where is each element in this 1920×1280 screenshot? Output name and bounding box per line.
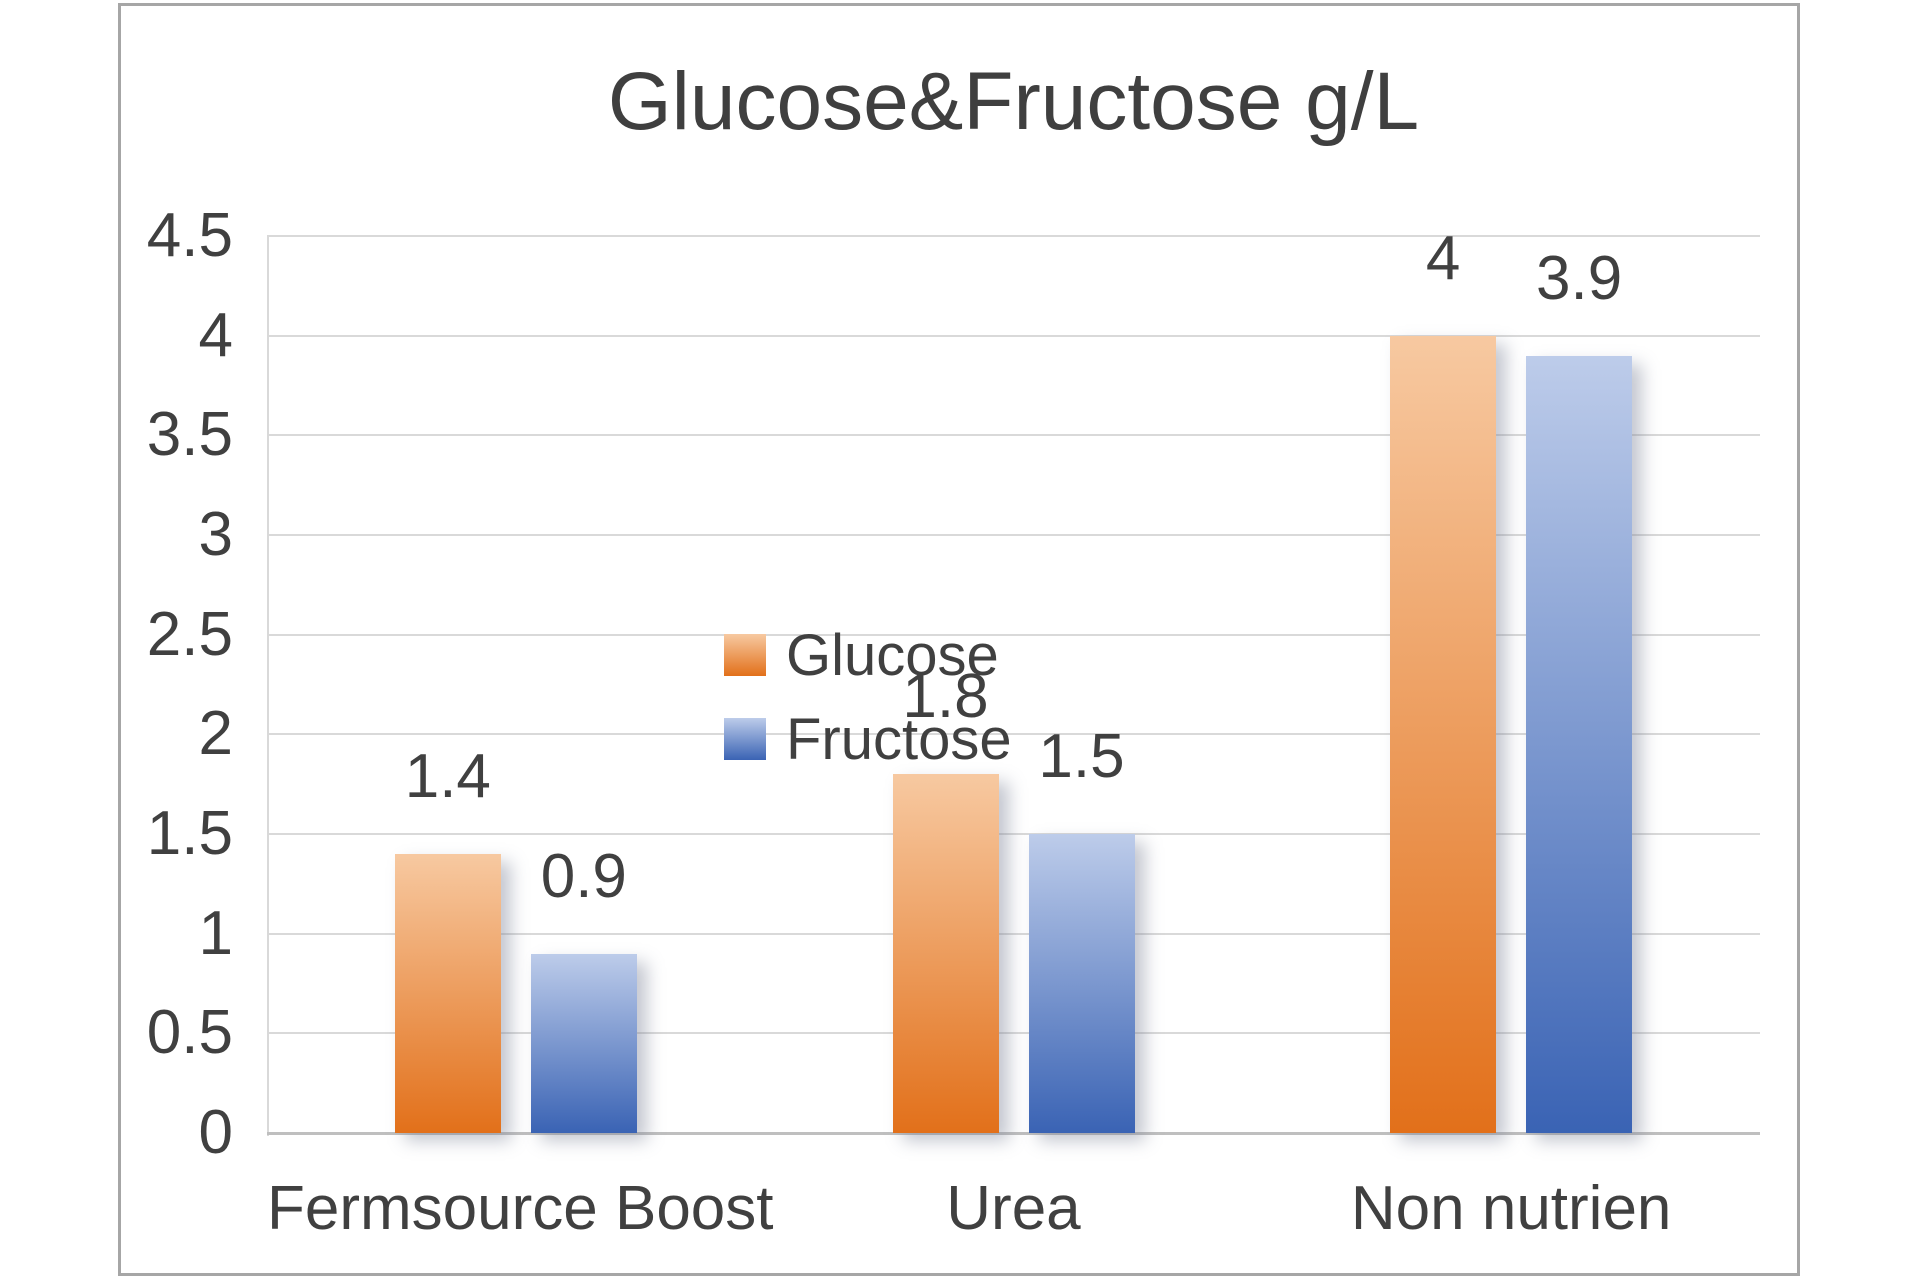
- y-tick-label: 2.5: [146, 599, 233, 669]
- x-axis-baseline: [267, 1132, 1760, 1135]
- y-tick-label: 1.5: [146, 799, 233, 868]
- gridline: [267, 334, 1760, 337]
- y-tick-label: 4.5: [146, 201, 233, 270]
- gridline: [267, 833, 1760, 835]
- legend-label-glucose: Glucose: [786, 622, 999, 688]
- category-label-urea: Urea: [946, 1174, 1081, 1243]
- plot-area: 1.4 0.9 1.8 1.5 4 3.9 Fermsource Boost Urea Non…: [267, 225, 1760, 1243]
- y-tick-label: 0.5: [146, 998, 233, 1068]
- y-tick-label: 2: [198, 699, 233, 769]
- gridline: [267, 235, 1760, 237]
- gridline: [267, 733, 1760, 736]
- y-tick-label: 0: [198, 1098, 233, 1167]
- bar-fructose-fermsource-boost: [530, 953, 637, 1133]
- data-label-glucose-fermsource-boost: 1.4: [404, 741, 491, 811]
- y-tick-label: 3.5: [146, 400, 233, 470]
- chart-title: Glucose&Fructose g/L: [607, 56, 1420, 147]
- y-tick-label: 4: [198, 300, 233, 370]
- gridline: [267, 1032, 1760, 1035]
- legend-item-glucose: Glucose: [724, 613, 1012, 697]
- bar-glucose-fermsource-boost: [394, 853, 501, 1133]
- y-axis: 4.5 4 3.5 3 2.5 2 1.5 1 0.5 0: [121, 201, 233, 1167]
- y-tick-label: 1: [198, 898, 233, 968]
- legend-swatch-fructose: [724, 718, 766, 760]
- data-label-fructose-urea: 1.5: [1038, 722, 1125, 791]
- gridline: [267, 633, 1760, 636]
- category-label-fermsource-boost: Fermsource Boost: [267, 1174, 774, 1243]
- y-tick-label: 3: [198, 500, 233, 569]
- bar-fructose-urea: [1028, 834, 1135, 1133]
- data-label-glucose-non-nutrien: 4: [1425, 223, 1461, 293]
- data-label-fructose-non-nutrien: 3.9: [1536, 243, 1623, 313]
- chart-container: Glucose&Fructose g/L 4.5 4 3.5 3 2.5 2 1.5 1 0.5…: [118, 3, 1800, 1276]
- gridline: [267, 434, 1760, 437]
- gridline: [267, 932, 1760, 935]
- data-label-glucose-urea: 1.8: [902, 662, 989, 732]
- bar-glucose-non-nutrien: [1390, 335, 1497, 1133]
- y-axis-line: [267, 236, 269, 1136]
- category-label-non-nutrien: Non nutrien: [1350, 1174, 1672, 1243]
- gridline: [267, 534, 1760, 536]
- legend: Glucose Fructose: [724, 613, 1012, 781]
- legend-swatch-glucose: [724, 634, 766, 676]
- bar-glucose-urea: [892, 774, 999, 1133]
- legend-label-fructose: Fructose: [786, 706, 1012, 772]
- legend-item-fructose: Fructose: [724, 697, 1012, 781]
- data-label-fructose-fermsource-boost: 0.9: [540, 841, 627, 911]
- bar-fructose-non-nutrien: [1526, 355, 1633, 1133]
